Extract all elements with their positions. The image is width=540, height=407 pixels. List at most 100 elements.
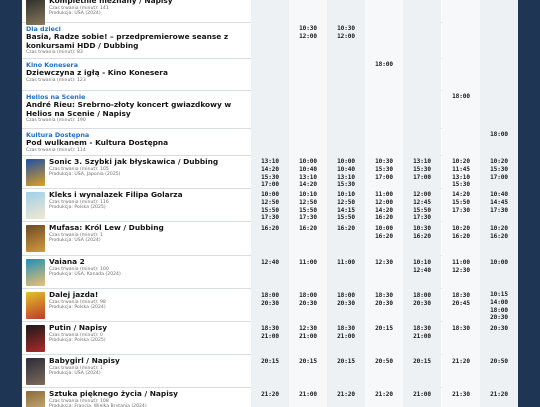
showtime[interactable]: 10:30 16:20	[413, 225, 431, 240]
showtime[interactable]: 21:00	[413, 391, 431, 398]
showtime[interactable]: 18:00 20:30	[337, 292, 355, 307]
movie-poster[interactable]	[26, 259, 45, 286]
schedule-row[interactable]: Kino Konesera Dziewczyna z igłą - Kino Ko…	[22, 58, 518, 91]
movie-title[interactable]: Sonic 3. Szybki jak błyskawica / Dubbing	[49, 157, 219, 166]
showtime[interactable]: 10:30 12:00	[337, 25, 355, 40]
movie-poster[interactable]	[26, 325, 45, 352]
schedule-row[interactable]: Babygirl / Napisy Czas trwania (minut): 1…	[22, 354, 518, 388]
movie-title[interactable]: Mufasa: Król Lew / Dubbing	[49, 223, 164, 232]
showtime[interactable]: 11:00 12:30	[452, 259, 470, 274]
showtime[interactable]: 13:10 15:30	[337, 173, 355, 189]
showtime[interactable]: 18:00 20:30	[490, 306, 508, 322]
showtime[interactable]: 13:10 14:20	[261, 158, 279, 173]
movie-category[interactable]: Kino Konesera	[26, 61, 79, 69]
showtime[interactable]: 10:20 16:20	[490, 225, 508, 240]
showtime[interactable]: 17:30	[490, 206, 508, 214]
showtime[interactable]: 10:10 12:40	[413, 259, 431, 274]
showtime[interactable]: 10:00 12:50	[261, 191, 279, 206]
showtime[interactable]: 16:20	[261, 225, 279, 232]
showtime[interactable]: 16:20	[337, 225, 355, 232]
showtime[interactable]: 10:20 11:45	[452, 158, 470, 173]
showtime[interactable]: 18:00	[490, 131, 508, 138]
showtime[interactable]: 11:00 12:00	[375, 191, 393, 206]
showtime[interactable]: 10:20 15:30	[490, 158, 508, 173]
showtime[interactable]: 17:30	[452, 206, 470, 214]
schedule-row[interactable]: Kultura Dostępna Pod wulkanem - Kultura D…	[22, 128, 518, 156]
movie-title[interactable]: Kleks i wynalazek Filipa Golarza	[49, 190, 183, 199]
schedule-row[interactable]: Sztuka pięknego życia / Napisy Czas trwan…	[22, 387, 518, 407]
movie-title[interactable]: Pod wulkanem - Kultura Dostępna	[26, 138, 169, 147]
movie-title[interactable]: Vaiana 2	[49, 257, 85, 266]
showtime[interactable]: 18:30	[452, 325, 470, 332]
showtime[interactable]: 11:00	[337, 259, 355, 266]
movie-poster[interactable]	[26, 358, 45, 385]
schedule-row[interactable]: Helios na Scenie André Rieu: Srebrno-złot…	[22, 90, 518, 129]
showtime[interactable]: 20:30	[490, 325, 508, 332]
showtime[interactable]: 10:30 15:30	[375, 158, 393, 173]
movie-poster[interactable]	[26, 159, 45, 186]
showtime[interactable]: 21:20	[375, 391, 393, 398]
showtime[interactable]: 20:15	[375, 325, 393, 332]
schedule-row[interactable]: Kompletnie nieznany / Napisy Czas trwania…	[22, 0, 518, 25]
showtime[interactable]: 18:00 20:30	[299, 292, 317, 307]
showtime[interactable]: 20:15	[261, 358, 279, 365]
showtime[interactable]: 10:00 10:40	[299, 158, 317, 173]
movie-category[interactable]: Helios na Scenie	[26, 93, 86, 101]
movie-poster[interactable]	[26, 0, 45, 25]
schedule-row[interactable]: Mufasa: Król Lew / Dubbing Czas trwania (…	[22, 221, 518, 256]
showtime[interactable]: 10:00	[490, 259, 508, 266]
showtime[interactable]: 18:30 21:00	[413, 325, 431, 340]
showtime[interactable]: 17:00	[413, 173, 431, 181]
showtime[interactable]: 14:15 15:50	[337, 206, 355, 222]
showtime[interactable]: 20:50	[490, 358, 508, 365]
showtime[interactable]: 13:10 15:30	[452, 173, 470, 189]
showtime[interactable]: 12:30	[375, 259, 393, 266]
showtime[interactable]: 13:10 15:30	[413, 158, 431, 173]
movie-title[interactable]: André Rieu: Srebrno-złoty koncert gwiazd…	[26, 100, 232, 118]
showtime[interactable]: 10:00 10:40	[337, 158, 355, 173]
showtime[interactable]: 21:20	[452, 358, 470, 365]
showtime[interactable]: 18:00	[452, 93, 470, 100]
movie-category[interactable]: Kultura Dostępna	[26, 131, 90, 139]
showtime[interactable]: 17:00	[375, 173, 393, 181]
movie-poster[interactable]	[26, 292, 45, 319]
movie-poster[interactable]	[26, 192, 45, 219]
showtime[interactable]: 10:40 14:45	[490, 191, 508, 206]
showtime[interactable]: 10:10 12:50	[299, 191, 317, 206]
showtime[interactable]: 11:00	[299, 259, 317, 266]
movie-title[interactable]: Dalej jazda!	[49, 290, 99, 299]
movie-poster[interactable]	[26, 225, 45, 252]
showtime[interactable]: 20:15	[337, 358, 355, 365]
schedule-row[interactable]: Vaiana 2 Czas trwania (minut): 100 Produkc…	[22, 255, 518, 289]
movie-poster[interactable]	[26, 391, 45, 407]
showtime[interactable]: 21:20	[337, 391, 355, 398]
movie-title[interactable]: Sztuka pięknego życia / Napisy	[49, 389, 178, 398]
schedule-row[interactable]: Kleks i wynalazek Filipa Golarza Czas trw…	[22, 188, 518, 229]
showtime[interactable]: 17:00	[490, 173, 508, 181]
showtime[interactable]: 18:00	[375, 61, 393, 68]
showtime[interactable]: 12:40	[261, 259, 279, 266]
showtime[interactable]: 20:15	[413, 358, 431, 365]
showtime[interactable]: 18:00 20:30	[413, 292, 431, 307]
showtime[interactable]: 21:20	[261, 391, 279, 398]
showtime[interactable]: 14:20 15:50	[452, 191, 470, 206]
movie-title[interactable]: Dziewczyna z igłą - Kino Konesera	[26, 68, 168, 77]
showtime[interactable]: 12:30 21:00	[299, 325, 317, 340]
showtime[interactable]: 10:15 14:00	[490, 291, 508, 306]
movie-title[interactable]: Putin / Napisy	[49, 323, 108, 332]
movie-title[interactable]: Babygirl / Napisy	[49, 356, 120, 365]
showtime[interactable]: 18:00 20:30	[261, 292, 279, 307]
showtime[interactable]: 18:30 21:00	[261, 325, 279, 340]
schedule-row[interactable]: Sonic 3. Szybki jak błyskawica / Dubbing…	[22, 155, 518, 196]
movie-title[interactable]: Kompletnie nieznany / Napisy	[49, 0, 173, 5]
movie-category[interactable]: Dla dzieci	[26, 25, 61, 33]
showtime[interactable]: 18:30 20:45	[452, 292, 470, 307]
showtime[interactable]: 18:30 21:00	[337, 325, 355, 340]
showtime[interactable]: 10:00 16:20	[375, 225, 393, 240]
showtime[interactable]: 21:00	[299, 391, 317, 398]
schedule-row[interactable]: Dalej jazda! Czas trwania (minut): 98 Prod…	[22, 288, 518, 322]
showtime[interactable]: 20:50	[375, 358, 393, 365]
showtime[interactable]: 14:20 16:20	[375, 206, 393, 222]
schedule-row[interactable]: Dla dzieci Basia, Radze sobie! – przedpre…	[22, 22, 518, 59]
showtime[interactable]: 12:00 12:45	[413, 191, 431, 206]
